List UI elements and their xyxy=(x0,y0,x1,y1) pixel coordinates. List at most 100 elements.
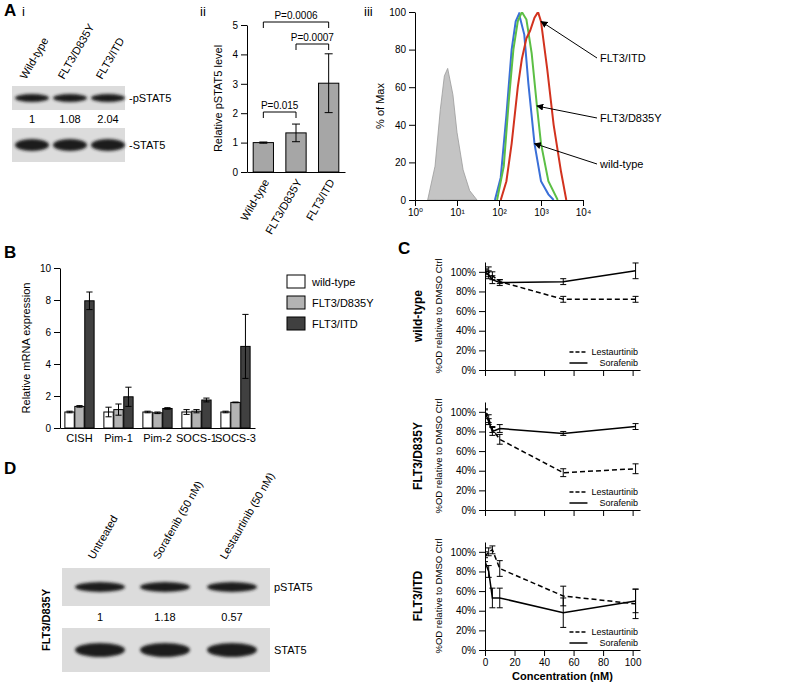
tick-mark xyxy=(54,364,60,365)
error-bar xyxy=(560,279,566,285)
bar xyxy=(163,408,172,428)
error-bar xyxy=(125,387,131,406)
x-axis xyxy=(486,370,641,376)
tick: 80% xyxy=(456,566,485,577)
annotation: P=0.0007 xyxy=(291,32,335,43)
plot-marks xyxy=(485,546,639,627)
axis-line xyxy=(485,263,486,371)
tick-mark xyxy=(54,268,60,269)
tick: SOCS-3 xyxy=(215,432,256,444)
subpanel-label: iii xyxy=(364,4,373,19)
plot-marks xyxy=(65,292,250,428)
line xyxy=(497,12,558,200)
bar xyxy=(65,412,74,428)
tick-label: 0 xyxy=(45,423,51,434)
tick: 40 xyxy=(539,650,551,668)
tick-mark xyxy=(479,630,485,631)
tick xyxy=(515,510,516,516)
legend: LestaurtinibSorafenib xyxy=(569,347,638,368)
error-bar xyxy=(633,464,639,474)
bar xyxy=(85,301,94,428)
tick-mark xyxy=(479,291,485,292)
blot-band xyxy=(53,94,87,102)
x-axis-title: Concentration (nM) xyxy=(512,670,613,682)
tick-mark xyxy=(603,650,604,656)
tick-label: 100% xyxy=(450,407,476,418)
panel-label: C xyxy=(398,239,410,258)
tick-label: 10¹ xyxy=(450,207,465,218)
area xyxy=(428,68,477,200)
tick: 8 xyxy=(45,295,60,306)
axis-line xyxy=(415,13,416,201)
tick-label: 80% xyxy=(456,426,476,437)
error-bar xyxy=(486,419,492,425)
tick-label: 3 xyxy=(232,79,238,90)
legend-label: Lestaurtinib xyxy=(591,487,638,497)
annotation: P=0.015 xyxy=(261,100,299,111)
y-axis-title: % of Max xyxy=(374,83,386,129)
error-bar xyxy=(497,425,503,433)
tick-label: FLT3/ITD xyxy=(304,177,337,223)
tick: 40% xyxy=(456,325,485,336)
quantification: 1 xyxy=(29,113,35,125)
tick-label: Pim-2 xyxy=(143,432,172,444)
error-bar xyxy=(193,410,199,413)
tick: 0% xyxy=(462,365,485,376)
tick: 10⁰ xyxy=(408,200,423,218)
row-label: -STAT5 xyxy=(129,139,165,151)
error-bar xyxy=(489,588,495,608)
y-axis-title: Relative pSTAT5 level xyxy=(212,45,224,152)
legend-swatch xyxy=(287,296,305,309)
legend-swatch xyxy=(569,502,587,504)
tick-label: 80 xyxy=(598,657,610,668)
tick-mark xyxy=(241,172,247,173)
tick: 0 xyxy=(400,195,415,206)
lane-label: Sorafenib (50 nM) xyxy=(150,479,204,561)
row-label: -pSTAT5 xyxy=(129,92,171,104)
error-bar xyxy=(115,404,121,415)
bar-chart: 012345Wild-typeFLT3/D835YFLT3/ITDRelativ… xyxy=(212,10,346,236)
error-bar xyxy=(497,280,503,286)
blot-membrane xyxy=(12,86,125,110)
bar xyxy=(221,412,230,428)
tick: 10² xyxy=(492,200,507,218)
tick: Pim-1 xyxy=(104,432,133,444)
panel-label: D xyxy=(4,459,16,478)
x-axis xyxy=(486,510,641,516)
tick-mark xyxy=(541,200,542,206)
tick xyxy=(515,370,516,376)
legend-swatch xyxy=(569,642,587,644)
legend-label: FLT3/D835Y xyxy=(312,297,374,309)
bar xyxy=(143,412,152,428)
tick-mark xyxy=(544,510,545,516)
tick xyxy=(544,510,545,516)
tick-label: 80 xyxy=(395,44,407,55)
legend-label: Lestaurtinib xyxy=(591,627,638,637)
tick: 20 xyxy=(395,157,415,168)
tick xyxy=(633,510,634,516)
bar-chart: 0246810CISHPim-1Pim-2SOCS-1SOCS-3Relativ… xyxy=(20,263,374,444)
tick-mark xyxy=(409,162,415,163)
line xyxy=(485,412,636,434)
error-bar xyxy=(497,434,503,444)
tick-mark xyxy=(479,272,485,273)
lane-label: Lestaurtinib (50 nM) xyxy=(217,470,276,561)
legend-label: wild-type xyxy=(311,276,355,288)
tick-mark xyxy=(544,370,545,376)
tick-label: 100% xyxy=(450,267,476,278)
error-bar xyxy=(259,142,267,143)
tick: 100 xyxy=(389,7,415,18)
axis-line xyxy=(486,650,641,651)
tick-label: 20% xyxy=(456,485,476,496)
legend-label: Sorafenib xyxy=(599,638,638,648)
tick: 5 xyxy=(232,20,247,31)
tick: 6 xyxy=(45,327,60,338)
legend: LestaurtinibSorafenib xyxy=(569,487,638,508)
tick-label: 5 xyxy=(232,20,238,31)
error-bar xyxy=(486,548,492,556)
x-axis: Wild-typeFLT3/D835YFLT3/ITD xyxy=(238,173,345,237)
tick-mark xyxy=(574,370,575,376)
x-axis: 10⁰10¹10²10³10⁴ xyxy=(408,200,591,218)
error-bar xyxy=(560,469,566,477)
line xyxy=(501,12,567,200)
